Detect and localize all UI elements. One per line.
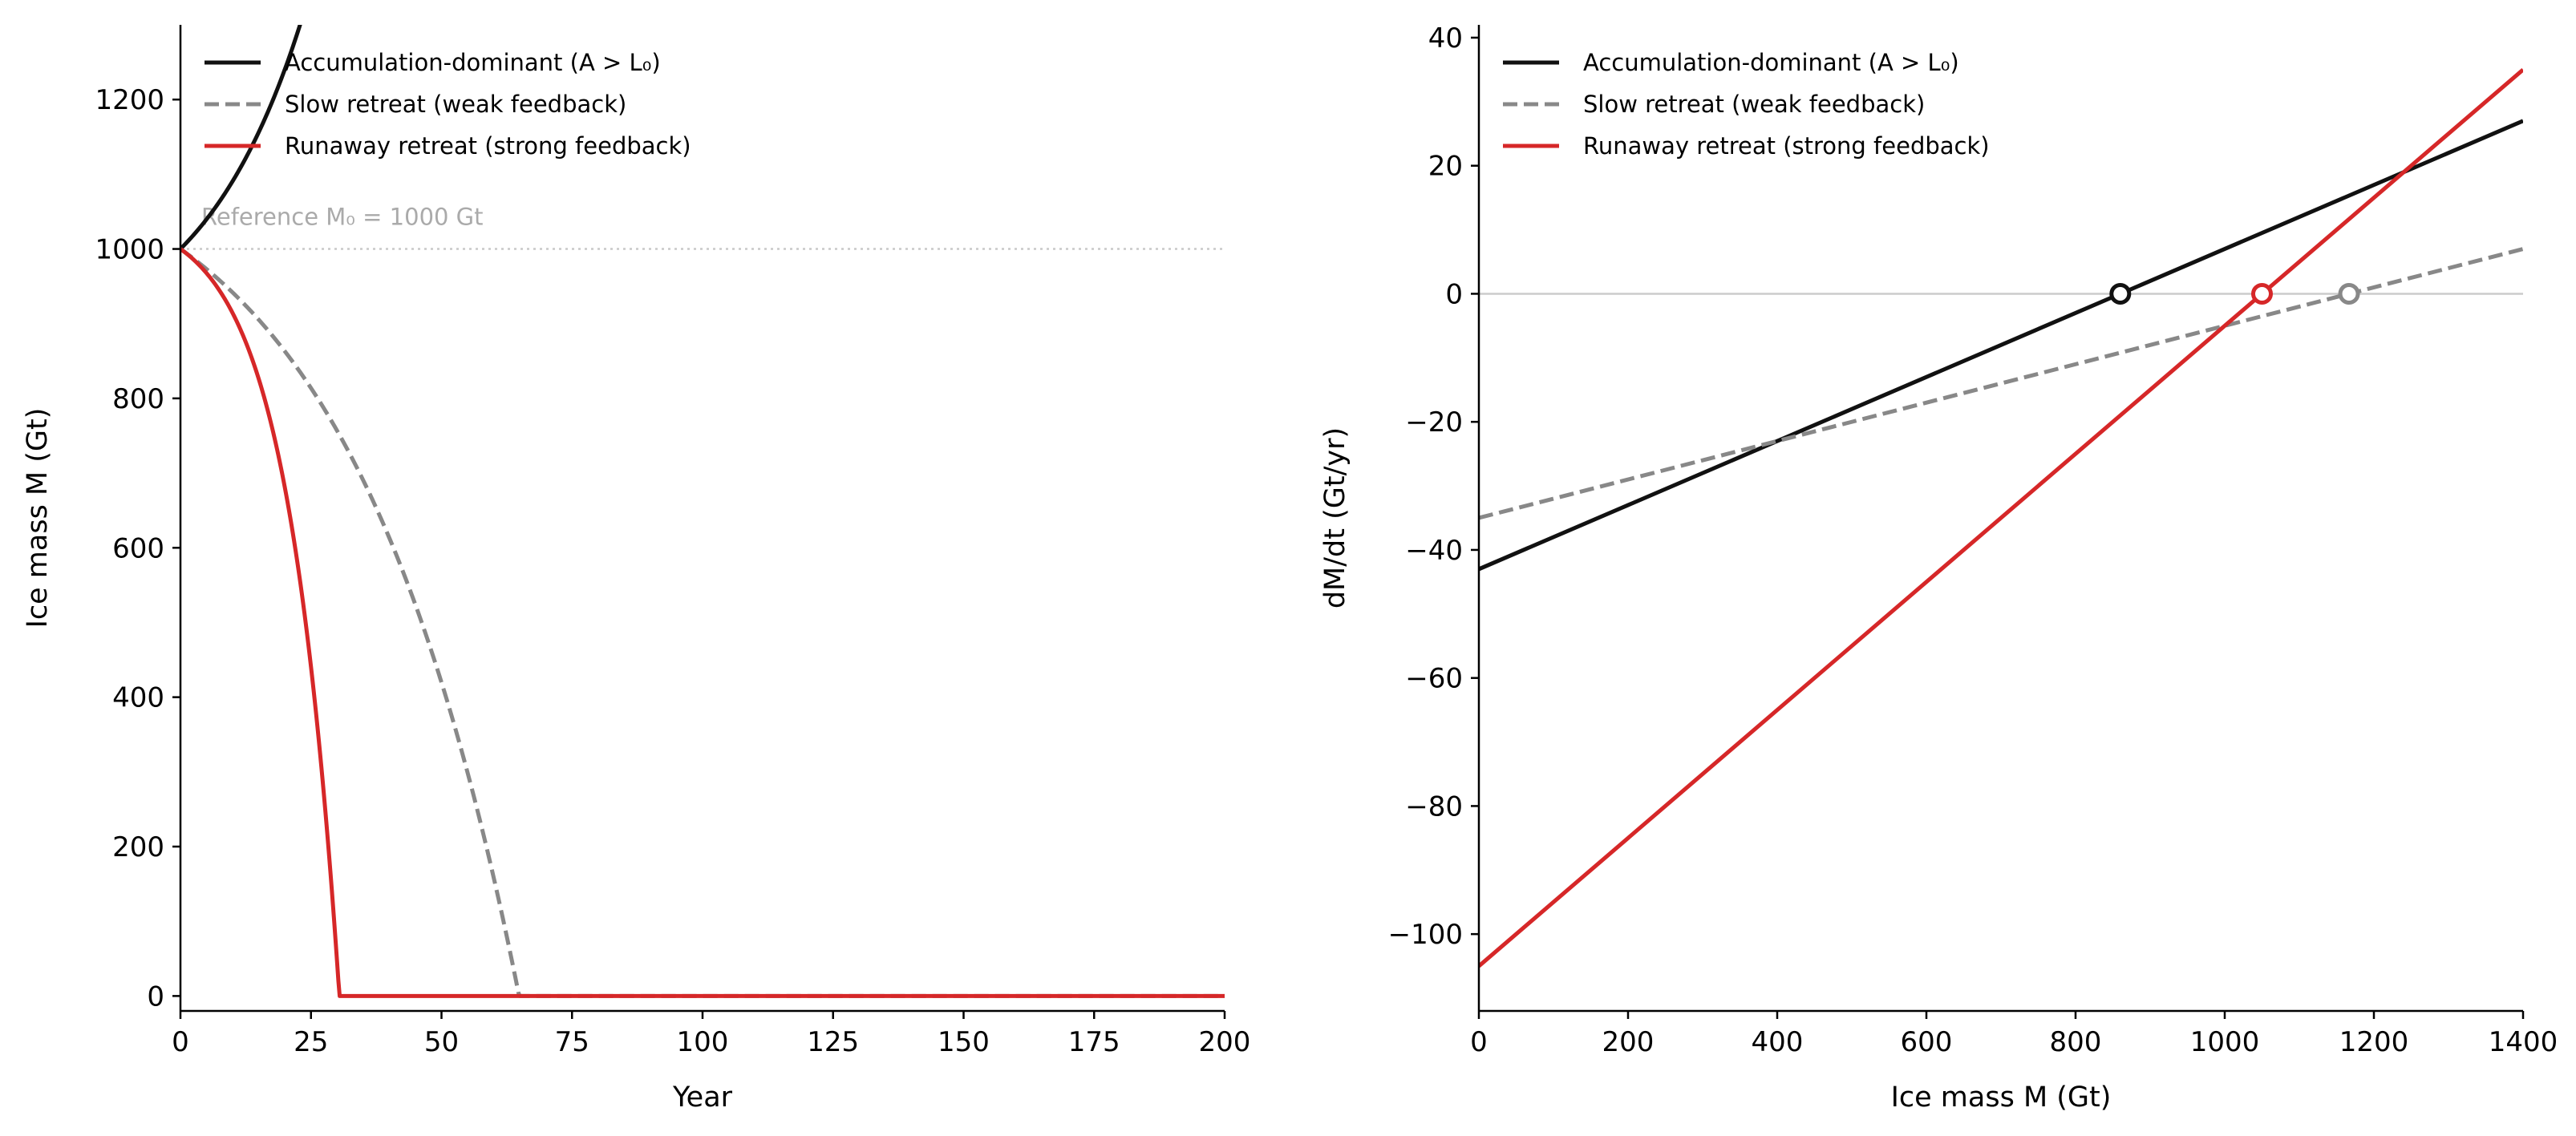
- y-axis-label: dM/dt (Gt/yr): [1319, 427, 1351, 608]
- x-tick-label: 400: [1752, 1026, 1804, 1058]
- x-tick-label: 25: [294, 1026, 328, 1058]
- equilibrium-point-0: [2109, 282, 2132, 305]
- legend-label-1: Slow retreat (weak feedback): [1583, 91, 1925, 118]
- legend-label-0: Accumulation-dominant (A > L₀): [1583, 49, 1959, 76]
- x-tick-label: 600: [1901, 1026, 1953, 1058]
- phase-line-panel: 0 200 400 600 800 1000 1200 1400−100−80−60−40−2…: [1319, 22, 2558, 1114]
- y-tick-label: 0: [1445, 278, 1463, 310]
- y-tick-label: 1000: [95, 234, 164, 266]
- y-tick-label: −100: [1388, 919, 1463, 951]
- legend-label-0: Accumulation-dominant (A > L₀): [285, 49, 661, 76]
- y-tick-label: −80: [1405, 790, 1463, 823]
- y-tick-label: 20: [1428, 151, 1463, 183]
- y-axis-label: Ice mass M (Gt): [22, 408, 54, 629]
- x-tick-label: 800: [2050, 1026, 2102, 1058]
- x-tick-label: 75: [555, 1026, 589, 1058]
- x-tick-label: 0: [172, 1026, 189, 1058]
- x-tick-label: 150: [938, 1026, 990, 1058]
- time-series-panel: Reference M₀ = 1000 Gt 0 25 50 75 100 125 150 17…: [22, 25, 1251, 1114]
- series-line-0: [1479, 119, 2523, 572]
- y-tick-label: 400: [112, 682, 164, 714]
- x-tick-label: 200: [1199, 1026, 1251, 1058]
- series-line-2: [1479, 68, 2523, 968]
- series-line-0: [180, 25, 302, 251]
- x-tick-label: 1000: [2190, 1026, 2260, 1058]
- legend-label-2: Runaway retreat (strong feedback): [285, 132, 691, 160]
- y-tick-label: 0: [147, 980, 164, 1013]
- y-tick-label: 1200: [95, 84, 164, 116]
- x-axis-label: Ice mass M (Gt): [1891, 1081, 2112, 1114]
- reference-label: Reference M₀ = 1000 Gt: [201, 204, 484, 231]
- series-line-2: [180, 247, 1225, 998]
- legend-label-2: Runaway retreat (strong feedback): [1583, 132, 1990, 160]
- x-tick-label: 125: [807, 1026, 859, 1058]
- y-tick-label: 600: [112, 532, 164, 564]
- x-tick-label: 1400: [2489, 1026, 2558, 1058]
- y-tick-label: −40: [1405, 535, 1463, 567]
- series-line-1: [1479, 247, 2523, 520]
- x-axis-label: Year: [672, 1081, 733, 1114]
- y-tick-label: 40: [1428, 22, 1463, 55]
- x-tick-label: 200: [1602, 1026, 1655, 1058]
- y-tick-label: −20: [1405, 406, 1463, 439]
- y-tick-label: 200: [112, 831, 164, 863]
- x-tick-label: 50: [424, 1026, 459, 1058]
- y-tick-label: −60: [1405, 663, 1463, 695]
- equilibrium-point-2: [2251, 282, 2273, 305]
- x-tick-label: 175: [1068, 1026, 1120, 1058]
- y-tick-label: 800: [112, 383, 164, 415]
- equilibrium-point-1: [2338, 282, 2360, 305]
- legend-label-1: Slow retreat (weak feedback): [285, 91, 626, 118]
- x-tick-label: 1200: [2339, 1026, 2409, 1058]
- x-tick-label: 100: [677, 1026, 729, 1058]
- x-tick-label: 0: [1470, 1026, 1488, 1058]
- series-line-1: [180, 247, 1225, 998]
